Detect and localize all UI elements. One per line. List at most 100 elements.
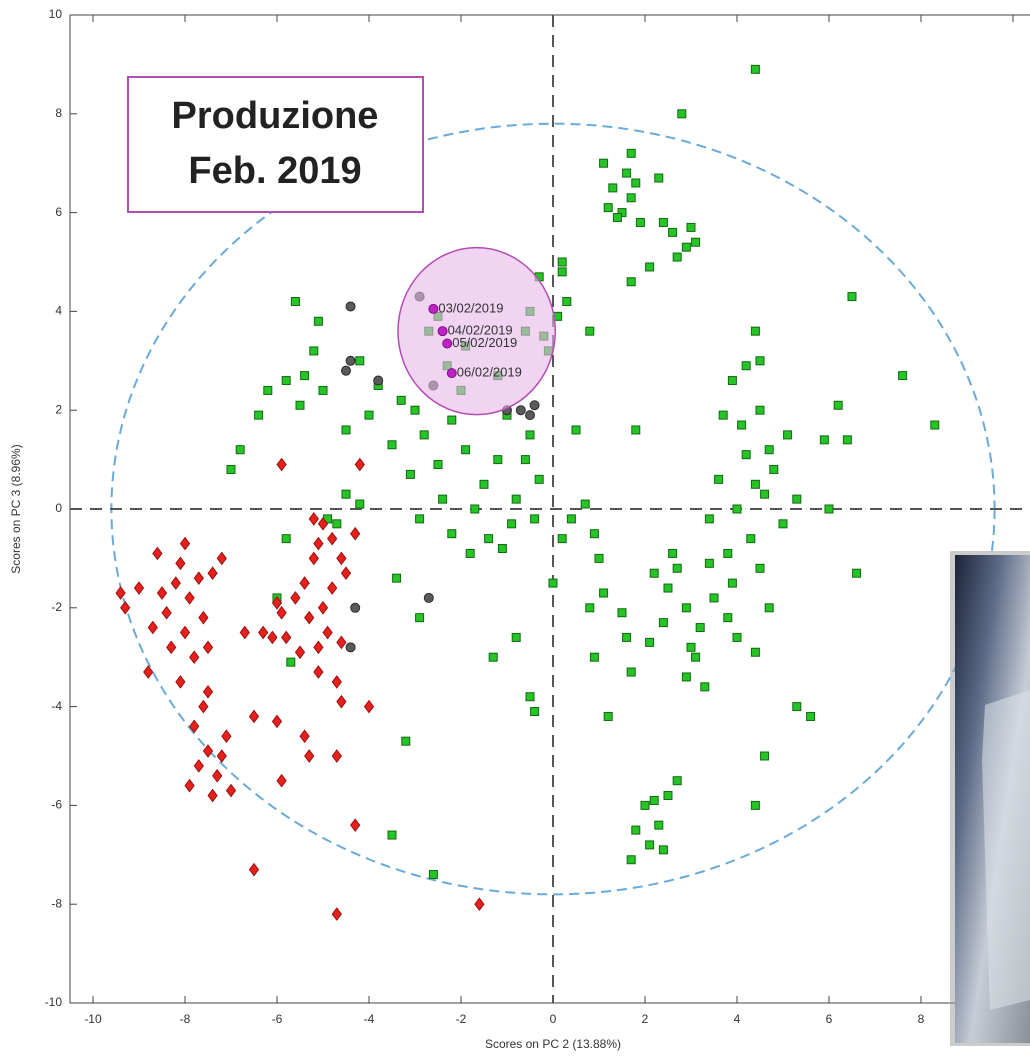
point — [479, 479, 489, 489]
point — [594, 553, 604, 563]
point — [202, 684, 214, 699]
point — [355, 499, 365, 509]
point — [470, 504, 480, 514]
point — [300, 371, 310, 381]
plot-area: -10-8-6-4-20246810-10-8-6-4-2024681003/0… — [45, 7, 1030, 1046]
point — [562, 297, 572, 307]
point — [548, 578, 558, 588]
point — [732, 632, 742, 642]
point — [589, 652, 599, 662]
point — [631, 425, 641, 435]
point — [493, 455, 503, 465]
point — [179, 625, 191, 640]
point — [718, 410, 728, 420]
point — [668, 548, 678, 558]
point — [622, 168, 632, 178]
y-tick-label: 10 — [49, 7, 63, 21]
point — [520, 455, 530, 465]
point — [525, 430, 535, 440]
point — [419, 430, 429, 440]
point — [511, 494, 521, 504]
y-axis-label: Scores on PC 3 (8.96%) — [9, 444, 23, 573]
point — [212, 768, 223, 783]
point — [704, 558, 714, 568]
point — [608, 183, 618, 193]
point — [331, 907, 342, 921]
point — [898, 371, 908, 381]
x-tick-label: 2 — [642, 1012, 649, 1026]
point — [691, 652, 701, 662]
point — [488, 652, 498, 662]
point — [133, 581, 145, 595]
point — [254, 410, 264, 420]
point — [727, 578, 737, 588]
point — [175, 556, 186, 571]
point — [658, 618, 668, 628]
point — [120, 600, 131, 615]
point — [842, 435, 852, 445]
point — [484, 534, 494, 544]
point — [423, 592, 434, 603]
point — [806, 711, 816, 721]
point — [525, 692, 535, 702]
point — [281, 376, 291, 386]
y-tick-label: -2 — [51, 600, 62, 614]
point — [663, 791, 673, 801]
point — [760, 751, 770, 761]
point — [824, 504, 834, 514]
x-tick-label: -4 — [364, 1012, 375, 1026]
point — [649, 568, 659, 578]
point — [248, 709, 260, 724]
point — [193, 571, 204, 585]
point — [405, 469, 415, 479]
point — [580, 499, 590, 509]
point — [331, 675, 342, 689]
photo-bottle — [982, 690, 1030, 1010]
point-label: 04/02/2019 — [448, 323, 513, 338]
point — [401, 736, 411, 746]
point — [764, 603, 774, 613]
point — [433, 460, 443, 470]
y-tick-label: -8 — [51, 896, 62, 910]
point — [750, 64, 760, 74]
point — [364, 410, 374, 420]
point — [557, 267, 567, 277]
point — [428, 870, 438, 880]
y-tick-label: 4 — [55, 304, 62, 318]
point — [295, 400, 305, 410]
point — [750, 326, 760, 336]
point — [363, 699, 375, 714]
point — [654, 173, 664, 183]
point — [317, 516, 329, 531]
point — [239, 625, 250, 640]
point — [465, 548, 475, 558]
point — [290, 297, 300, 307]
point — [695, 623, 705, 633]
point — [635, 217, 645, 227]
point — [373, 375, 384, 386]
point — [248, 862, 260, 877]
point — [322, 625, 333, 640]
point — [819, 435, 829, 445]
point — [732, 504, 742, 514]
point — [681, 672, 691, 682]
point — [299, 729, 310, 744]
point — [447, 529, 457, 539]
point — [530, 707, 540, 717]
point — [156, 586, 168, 600]
point — [760, 489, 770, 499]
point — [709, 593, 719, 603]
point — [534, 474, 544, 484]
x-tick-label: 0 — [550, 1012, 557, 1026]
point — [304, 749, 315, 763]
y-tick-label: 8 — [55, 106, 62, 120]
point — [631, 178, 641, 188]
point — [566, 514, 576, 524]
point — [686, 642, 696, 652]
point — [622, 632, 632, 642]
point — [290, 591, 301, 605]
point — [437, 326, 448, 337]
point — [207, 788, 218, 803]
point — [930, 420, 940, 430]
